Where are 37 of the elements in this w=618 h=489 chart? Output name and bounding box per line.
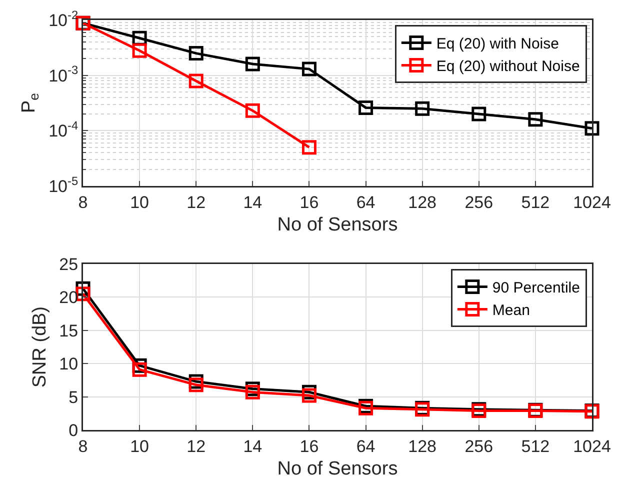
x-tick-label: 128 <box>408 436 437 456</box>
x-tick-label: 128 <box>408 192 437 212</box>
y-tick-label: 5 <box>68 388 78 407</box>
x-tick-label: 64 <box>356 436 376 456</box>
x-tick-label: 10 <box>130 192 150 212</box>
y-tick-label: 10$^{-2}$ <box>48 8 78 30</box>
x-tick-label: 12 <box>186 436 206 456</box>
legend-label: Eq (20) with Noise <box>436 36 559 53</box>
x-axis-title: No of Sensors <box>277 214 398 236</box>
y-tick-label: 25 <box>59 254 78 274</box>
x-tick-label: 14 <box>243 436 262 456</box>
x-tick-label: 512 <box>521 436 550 456</box>
y-tick-label: 10$^{-4}$ <box>48 118 78 141</box>
x-axis-title: No of Sensors <box>277 458 398 480</box>
x-tick-label: 14 <box>243 192 262 212</box>
x-tick-label: 16 <box>300 192 319 212</box>
x-tick-label: 1024 <box>573 192 611 212</box>
x-tick-label: 12 <box>186 192 206 212</box>
y-axis-title: SNR (dB) <box>29 306 50 388</box>
y-tick-label: 15 <box>59 321 78 340</box>
x-tick-label: 1024 <box>573 436 611 456</box>
x-tick-label: 512 <box>521 192 550 212</box>
x-tick-label: 10 <box>130 436 150 456</box>
y-tick-label: 20 <box>59 288 78 308</box>
x-tick-label: 8 <box>78 436 88 456</box>
x-tick-label: 256 <box>464 436 494 456</box>
y-tick-label: 0 <box>68 420 78 440</box>
x-tick-label: 16 <box>300 436 319 456</box>
legend-label: Eq (20) without Noise <box>436 58 580 76</box>
x-tick-label: 8 <box>78 192 88 212</box>
x-tick-label: 64 <box>356 192 376 212</box>
y-tick-label: 10$^{-5}$ <box>48 174 78 196</box>
legend-label: 90 Percentile <box>492 280 580 297</box>
legend-label: Mean <box>492 302 530 320</box>
x-tick-label: 256 <box>464 192 494 212</box>
y-tick-label: 10$^{-3}$ <box>48 63 78 86</box>
y-tick-label: 10 <box>59 354 78 374</box>
